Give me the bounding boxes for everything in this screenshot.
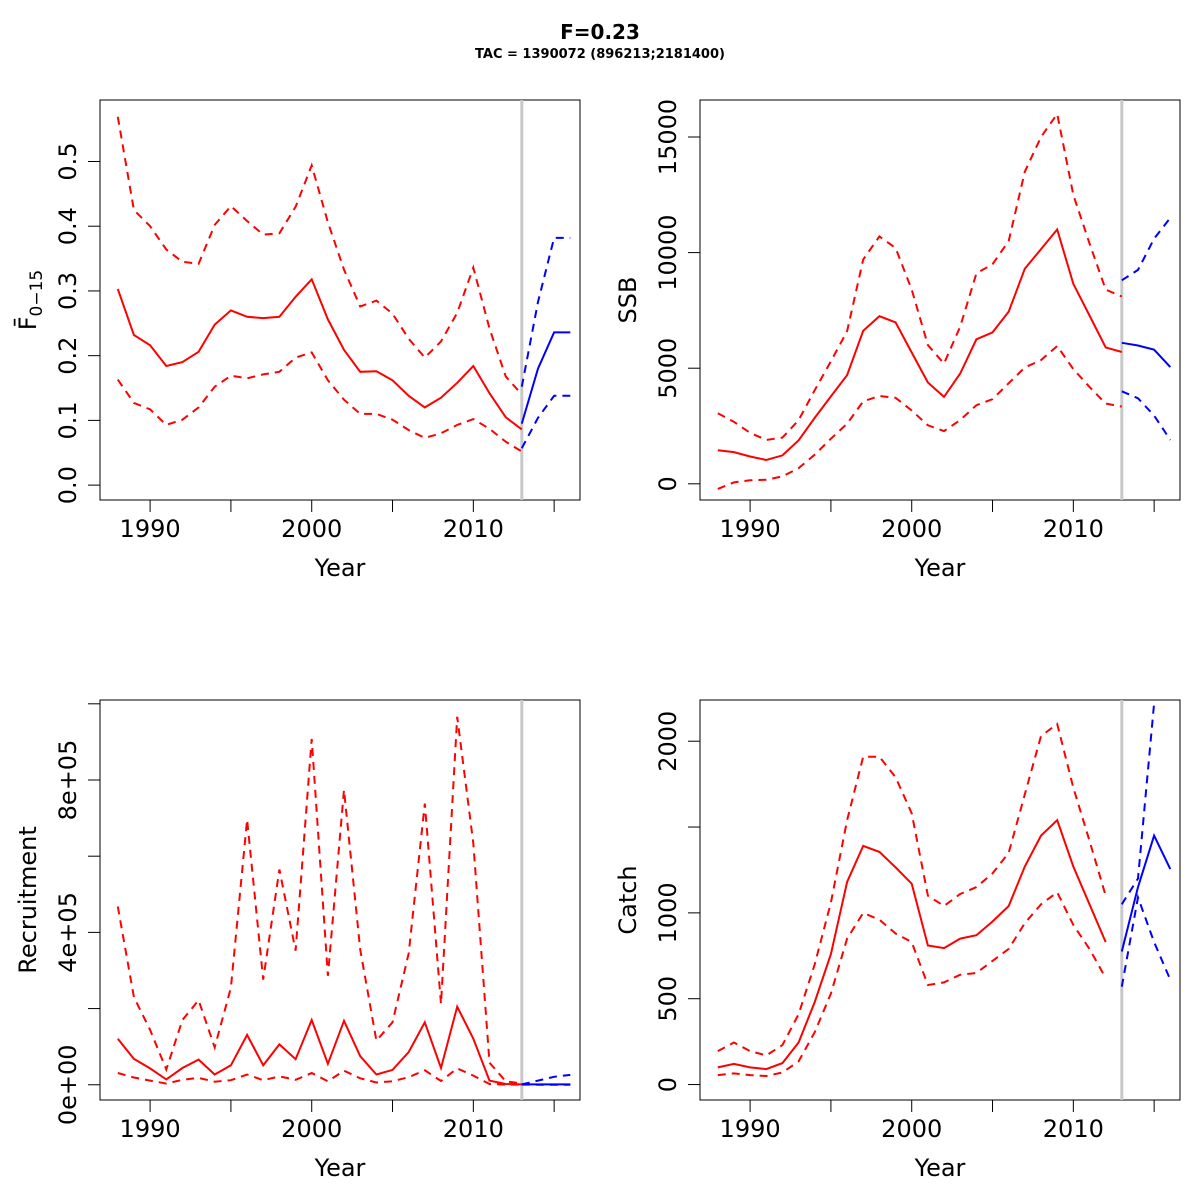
fbar-y-axis-label: F̄0−15 bbox=[13, 270, 47, 331]
fbar-panel: 1990 2000 2010 0.0 0.1 0.2 0.3 0.4 0.5 Year F̄0−15 bbox=[13, 99, 581, 582]
catch-plot-frame bbox=[699, 699, 1181, 1101]
catch-forecast-upper-line bbox=[1120, 700, 1156, 905]
fbar-forecast-lower-line bbox=[520, 394, 571, 449]
ssb-history-lower-line bbox=[717, 344, 1122, 490]
recruitment-x-tick-label: 1990 bbox=[120, 1115, 181, 1143]
ssb-x-tick-label: 2000 bbox=[881, 515, 942, 543]
ssb-y-tick-label: 5000 bbox=[654, 338, 682, 399]
ssb-x-tick-label: 1990 bbox=[720, 515, 781, 543]
fbar-forecast-upper-line bbox=[520, 236, 571, 387]
recruitment-x-axis-label: Year bbox=[314, 1154, 366, 1182]
catch-x-tick-label: 2010 bbox=[1043, 1115, 1104, 1143]
recruitment-y-tick-label: 0e+00 bbox=[54, 1044, 82, 1125]
figure-subtitle: TAC = 1390072 (896213;2181400) bbox=[475, 47, 725, 62]
figure-title: F=0.23 bbox=[560, 20, 640, 44]
catch-y-axis-label: Catch bbox=[614, 865, 642, 934]
catch-y-tick-label: 0 bbox=[654, 1077, 682, 1092]
catch-forecast-mean-line bbox=[1120, 832, 1172, 952]
fbar-y-tick-label: 0.3 bbox=[54, 272, 82, 310]
ssb-history-upper-line bbox=[717, 111, 1123, 441]
recruitment-forecast-upper-line bbox=[521, 1073, 571, 1086]
ssb-y-tick-label: 10000 bbox=[654, 214, 682, 290]
catch-panel: 1990 2000 2010 0 500 1000 2000 Year Catch bbox=[614, 699, 1181, 1182]
ssb-x-tick-label: 2010 bbox=[1043, 515, 1104, 543]
fbar-y-tick-label: 0.2 bbox=[54, 337, 82, 375]
catch-history-lower-line bbox=[717, 890, 1107, 1078]
recruitment-y-tick-label: 4e+05 bbox=[54, 892, 82, 973]
fbar-x-axis-label: Year bbox=[314, 554, 366, 582]
catch-x-tick-label: 2000 bbox=[881, 1115, 942, 1143]
recruitment-x-tick-label: 2000 bbox=[281, 1115, 342, 1143]
recruitment-panel: 1990 2000 2010 0e+00 4e+05 8e+05 Year Recruitme… bbox=[14, 699, 581, 1182]
fbar-y-tick-label: 0.4 bbox=[54, 207, 82, 245]
catch-y-tick-label: 1000 bbox=[654, 882, 682, 943]
catch-forecast-lower-line bbox=[1120, 893, 1172, 987]
ssb-x-axis-label: Year bbox=[914, 554, 966, 582]
catch-x-tick-label: 1990 bbox=[720, 1115, 781, 1143]
ssb-y-tick-label: 15000 bbox=[654, 99, 682, 175]
catch-y-tick-label: 2000 bbox=[654, 711, 682, 772]
fbar-history-mean-line bbox=[116, 277, 523, 431]
ssb-y-axis-label: SSB bbox=[614, 277, 642, 324]
fbar-y-tick-label: 0.5 bbox=[54, 142, 82, 180]
fbar-y-tick-label: 0.1 bbox=[54, 401, 82, 439]
catch-x-axis-label: Year bbox=[914, 1154, 966, 1182]
fbar-plot-frame bbox=[99, 99, 581, 501]
fbar-x-tick-label: 1990 bbox=[120, 515, 181, 543]
ssb-y-tick-label: 0 bbox=[654, 476, 682, 491]
recruitment-history-mean-line bbox=[117, 1003, 522, 1086]
recruitment-history-upper-line bbox=[116, 716, 522, 1085]
ssb-panel: 1990 2000 2010 0 5000 10000 15000 Year SSB bbox=[614, 99, 1181, 582]
ssb-forecast-upper-line bbox=[1121, 217, 1172, 282]
fbar-x-tick-label: 2000 bbox=[281, 515, 342, 543]
recruitment-x-tick-label: 2010 bbox=[443, 1115, 504, 1143]
fbar-history-upper-line bbox=[116, 116, 523, 396]
catch-history-upper-line bbox=[717, 722, 1107, 1057]
catch-y-tick-label: 500 bbox=[654, 976, 682, 1022]
ssb-forecast-lower-line bbox=[1121, 390, 1172, 441]
fbar-forecast-mean-line bbox=[520, 331, 571, 424]
catch-history-mean-line bbox=[717, 818, 1107, 1071]
ssb-forecast-mean-line bbox=[1121, 341, 1172, 368]
recruitment-plot-frame bbox=[99, 699, 581, 1101]
fbar-y-tick-label: 0.0 bbox=[54, 466, 82, 504]
ssb-plot-frame bbox=[699, 99, 1181, 501]
recruitment-y-axis-label: Recruitment bbox=[14, 826, 42, 973]
fbar-history-lower-line bbox=[116, 351, 523, 453]
ssb-history-mean-line bbox=[717, 227, 1123, 462]
fbar-x-tick-label: 2010 bbox=[443, 515, 504, 543]
recruitment-y-tick-label: 8e+05 bbox=[54, 740, 82, 821]
